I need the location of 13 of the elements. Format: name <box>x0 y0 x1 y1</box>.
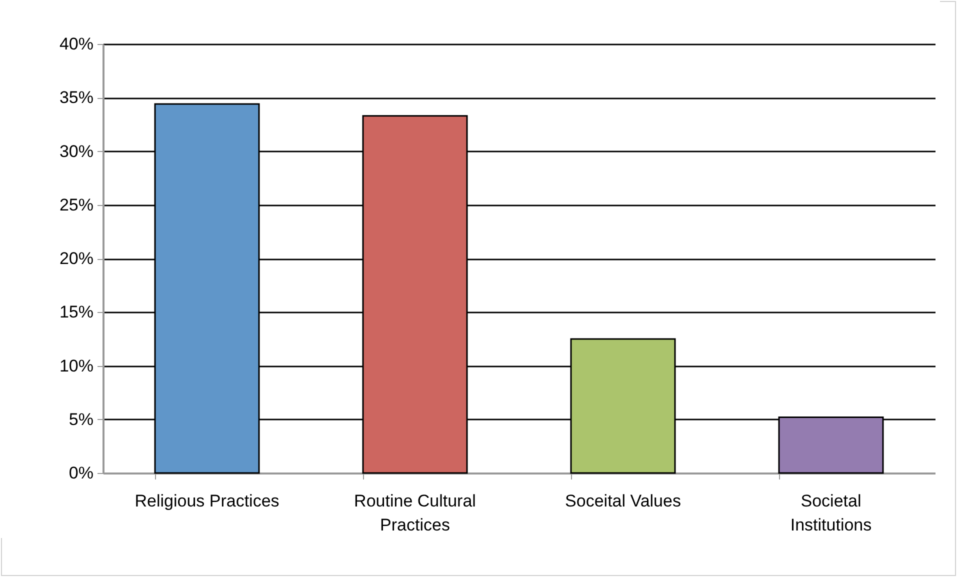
x-tick-label: Societal Institutions <box>790 492 872 534</box>
y-tick-label: 0% <box>68 464 94 482</box>
y-tick-label: 10% <box>59 356 94 376</box>
x-tick-label: Soceital Values <box>565 492 681 510</box>
y-tick-label: 30% <box>59 142 94 161</box>
y-tick-label: 20% <box>59 249 94 268</box>
y-tick-label: 25% <box>59 195 94 214</box>
y-tick-label: 5% <box>68 410 94 429</box>
x-tick-label: Routine Cultural Practices <box>354 492 476 534</box>
y-tick-label: 40% <box>59 34 94 54</box>
x-tick-label: Religious Practices <box>134 492 280 510</box>
y-tick-label: 35% <box>59 88 94 108</box>
y-tick-label: 15% <box>59 302 94 322</box>
